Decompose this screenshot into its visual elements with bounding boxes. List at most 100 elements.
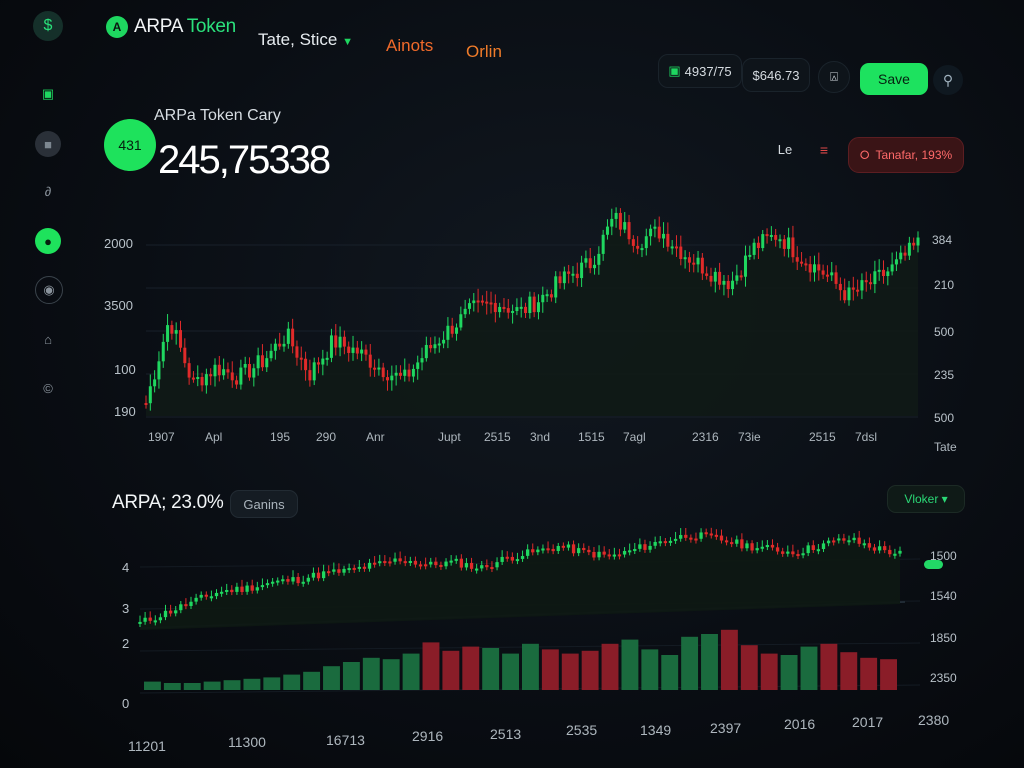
candle [623,222,627,230]
candle [282,343,286,347]
candle [907,242,911,256]
candle [434,561,438,566]
candle [386,377,390,381]
volume-bar [323,666,340,690]
dollar-icon[interactable]: $ [33,11,63,41]
candle [705,273,709,276]
volume-bar [203,681,221,690]
candle [877,546,882,551]
price-area [146,212,918,416]
volume-bar [880,659,897,690]
gains-button[interactable]: Ganins [230,490,298,518]
save-button[interactable]: Save [860,63,928,95]
candle [760,546,764,549]
y-tick: 3500 [104,298,133,313]
candle [577,548,581,554]
candle [474,568,479,571]
candle [424,344,428,359]
volume-bar [561,653,579,690]
candle [390,375,394,381]
candle [808,264,812,273]
candle [851,287,855,290]
nav-item-tate[interactable]: Tate, Stice ▼ [258,30,353,49]
y-tick-right: 500 [934,325,955,339]
candle [545,294,549,297]
alert-icon: ⭘ [859,147,870,162]
candle [317,362,321,365]
candle [170,325,174,334]
y-tick: 2 [122,636,130,651]
candle [500,556,504,562]
volume-bar [820,643,838,690]
x-tick: 290 [316,430,337,444]
y-tick: 3 [122,601,130,616]
candle [235,380,239,385]
volume-bar [422,642,440,690]
candle [536,302,540,313]
candle [719,535,724,541]
candle [684,534,688,538]
volume-bar [442,650,460,690]
candle [898,550,902,554]
range-button[interactable]: Le [777,141,793,157]
candle [687,257,691,263]
candle [689,537,693,540]
candle [847,540,851,543]
candle [610,218,614,227]
brand[interactable]: A ARPA Token [106,16,236,38]
alert-pill[interactable]: ⭘ Tanafar, 193% [848,137,964,173]
nav-item-ainots[interactable]: Ainots [386,36,434,55]
gamepad-icon[interactable]: ⌂ [44,331,52,347]
candle [143,617,147,622]
volume-bar [522,643,539,690]
candle [860,280,864,291]
candle [888,549,892,555]
candle [852,537,856,541]
menu-icon[interactable]: ≡ [819,142,829,158]
toggle-switch[interactable] [924,560,943,569]
candle [571,273,575,276]
candle [673,538,678,541]
search-icon[interactable]: ⚲ [933,65,963,95]
candle [463,308,467,315]
candle [816,549,821,552]
brand-logo-icon: A [106,16,128,38]
candle [403,561,407,564]
candle [636,245,640,249]
candle [480,300,484,303]
x-tick: 2316 [692,430,719,444]
candle [204,374,208,386]
chart-icon: ▣ [668,63,681,78]
candle [778,239,782,242]
volume-bar [641,649,659,690]
lock-icon[interactable]: ■ [35,131,61,157]
nav-item-orlin[interactable]: Orlin [466,42,502,61]
candle [873,271,877,285]
candle [291,577,295,582]
info-icon[interactable]: © [43,380,53,396]
candle [597,253,601,265]
token-title: ARPa Token Cary [154,107,281,124]
wallet-icon[interactable]: ▣ [41,86,55,101]
notification-icon[interactable]: ⍓ [818,61,850,93]
candle [398,372,402,376]
x-tick: 11201 [128,738,166,754]
candle [138,621,142,624]
candle [791,237,795,258]
candle [429,561,433,565]
candle [519,306,523,309]
candle [648,545,652,550]
stat-pill-two[interactable]: $646.73 [742,58,810,92]
shield-icon[interactable]: ◉ [35,276,63,304]
candle [506,308,510,313]
token-price: 245,75338 [158,138,331,182]
candle [273,343,277,351]
volume-bar [720,629,738,690]
candle [628,550,632,553]
x-tick: 2017 [852,714,884,730]
candle [225,589,229,592]
volume-dropdown[interactable]: Vloker ▾ [887,485,965,513]
stat-pill-one[interactable]: ▣ 4937/75 [658,54,742,88]
chat-icon[interactable]: ● [35,228,61,254]
link-icon[interactable]: ∂ [44,183,52,199]
